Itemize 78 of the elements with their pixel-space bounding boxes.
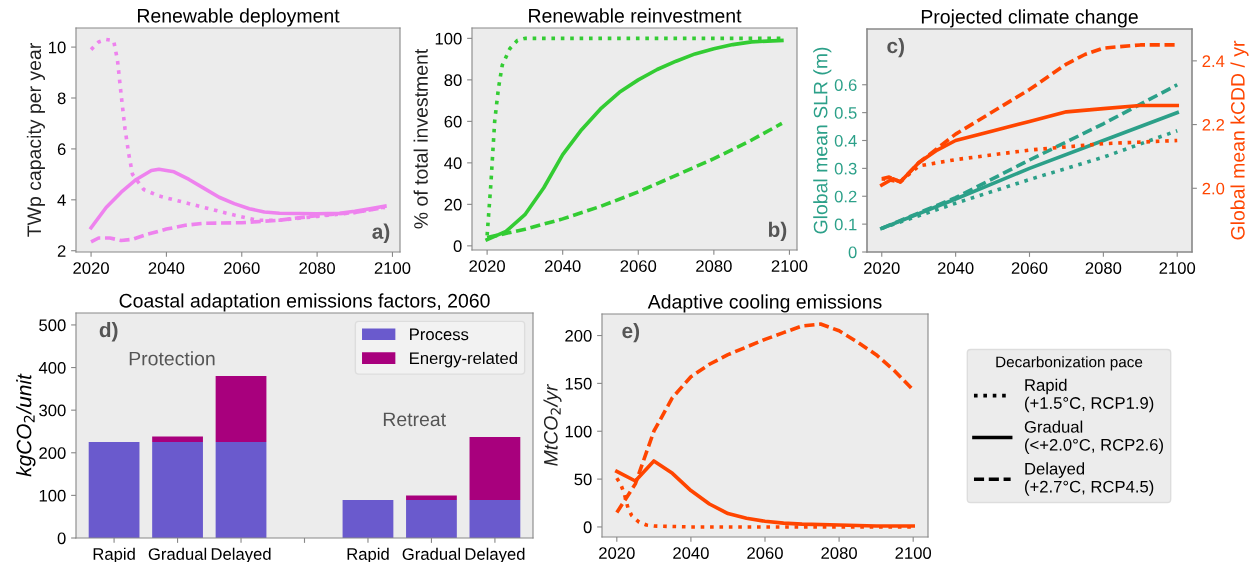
- x-tick-label: 2020: [599, 547, 635, 559]
- y2-tick-label: 2.4: [1202, 55, 1225, 67]
- y-tick-label: 150: [565, 377, 592, 390]
- y-tick-label: 50: [574, 473, 592, 486]
- x-tick-label: 2020: [864, 262, 900, 274]
- x-tick-label: 2020: [73, 262, 109, 274]
- annotation: Protection: [129, 351, 215, 366]
- x-tick-label: 2040: [673, 547, 709, 559]
- y-axis-title: Global mean SLR (m): [813, 47, 832, 234]
- annotation: b): [768, 221, 787, 242]
- x-tick-label: 2100: [374, 262, 411, 274]
- x-tick-label: Gradual: [148, 547, 207, 560]
- y-axis-title: kgCO$_{2}$/unit: [16, 373, 36, 477]
- y-tick-label: 400: [38, 361, 66, 374]
- y-tick-label: 500: [39, 319, 66, 332]
- legend-label: Rapid (+1.5°C, RCP1.9): [1025, 378, 1154, 413]
- x-tick-label: 2040: [937, 262, 974, 274]
- y-tick-label: 0.3: [834, 162, 857, 175]
- y-tick-label: 80: [444, 74, 462, 87]
- y2-axis-title: Global mean kCDD / yr: [1230, 40, 1249, 240]
- y-tick-label: 200: [565, 329, 592, 342]
- chart-title: Renewable reinvestment: [529, 8, 742, 23]
- chart-title: Coastal adaptation emissions factors, 2060: [119, 293, 490, 312]
- y-tick-label: 100: [435, 32, 462, 45]
- y-axis-title: MtCO$_{2}$/yr: [543, 384, 562, 466]
- x-tick-label: 2060: [224, 262, 260, 274]
- x-tick-label: 2040: [545, 260, 581, 272]
- x-tick-label: 2080: [821, 547, 857, 559]
- y-tick-label: 6: [57, 143, 66, 156]
- y-tick-label: 0: [848, 246, 857, 259]
- annotation: a): [372, 223, 390, 244]
- x-tick-label: 2040: [148, 262, 185, 274]
- x-tick-label: 2080: [299, 262, 335, 274]
- x-tick-label: 2020: [469, 260, 505, 272]
- y-tick-label: 0: [583, 521, 592, 534]
- annotation: e): [622, 322, 640, 343]
- y-axis-title: TWp capacity per year: [26, 43, 45, 237]
- y-tick-label: 200: [39, 447, 66, 459]
- annotation: Retreat: [383, 412, 446, 427]
- y-tick-label: 0.6: [834, 79, 857, 91]
- y2-tick-label: 2.0: [1202, 182, 1225, 195]
- y-tick-label: 10: [49, 41, 66, 54]
- y-tick-label: 20: [444, 198, 462, 211]
- x-tick-label: 2060: [1011, 262, 1048, 274]
- y-tick-label: 0: [453, 240, 462, 253]
- y-tick-label: 0.2: [834, 190, 857, 203]
- x-tick-label: 2100: [1159, 262, 1196, 274]
- x-tick-label: 2100: [771, 260, 808, 272]
- x-tick-label: 2060: [747, 547, 783, 559]
- legend-title: Decarbonization pace: [996, 356, 1143, 371]
- y-tick-label: 0.5: [834, 107, 857, 119]
- legend-label: Process: [410, 328, 469, 341]
- legend-label: Delayed (+2.7°C, RCP4.5): [1025, 462, 1154, 496]
- y-tick-label: 4: [57, 194, 66, 206]
- chart-title: Adaptive cooling emissions: [647, 294, 882, 313]
- y-tick-label: 0.1: [834, 218, 857, 231]
- y-tick-label: 2: [57, 245, 66, 257]
- y-tick-label: 8: [57, 92, 66, 105]
- y-tick-label: 0.4: [834, 134, 857, 147]
- chart-title: Projected climate change: [921, 9, 1138, 28]
- y2-tick-label: 2.2: [1202, 118, 1225, 131]
- legend-label: Gradual (<+2.0°C, RCP2.6): [1024, 420, 1163, 455]
- annotation: c): [887, 37, 904, 58]
- y-tick-label: 60: [444, 115, 462, 128]
- y-tick-label: 100: [39, 489, 66, 502]
- x-tick-label: 2100: [895, 547, 932, 559]
- x-tick-label: 2080: [696, 260, 732, 272]
- x-tick-label: 2080: [1085, 262, 1122, 274]
- x-tick-label: 2060: [620, 260, 657, 272]
- annotation: d): [99, 322, 118, 342]
- y-tick-label: 300: [39, 404, 66, 417]
- y-tick-label: 40: [444, 157, 462, 170]
- y-tick-label: 0: [57, 532, 66, 545]
- legend-label: Energy-related: [410, 351, 517, 368]
- chart-title: Renewable deployment: [137, 8, 340, 27]
- x-tick-label: Gradual: [402, 547, 460, 560]
- y-tick-label: 100: [565, 425, 592, 438]
- y-axis-title: % of total investment: [413, 48, 428, 229]
